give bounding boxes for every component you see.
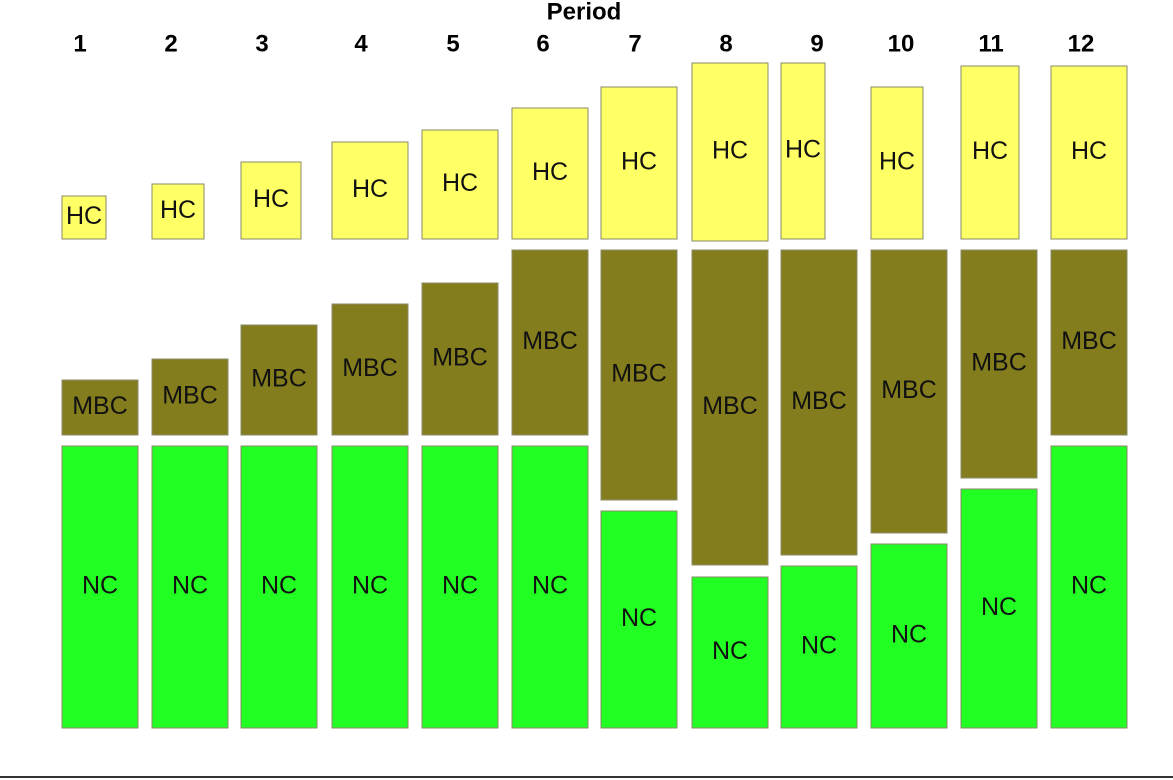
hc-block <box>600 86 678 240</box>
mbc-block <box>960 249 1038 479</box>
hc-block <box>331 141 409 240</box>
nc-label: NC <box>172 572 208 600</box>
nc-label: NC <box>261 572 297 600</box>
nc-block <box>780 565 858 729</box>
mbc-block <box>511 249 589 436</box>
hc-block <box>960 65 1020 240</box>
nc-label: NC <box>801 632 837 660</box>
mbc-block <box>421 282 499 436</box>
mbc-label: MBC <box>342 354 398 382</box>
nc-block <box>870 543 948 729</box>
mbc-label: MBC <box>162 382 218 410</box>
period-label: 10 <box>888 30 915 57</box>
mbc-label: MBC <box>432 344 488 372</box>
period-label: 2 <box>164 30 177 57</box>
hc-block <box>691 62 769 242</box>
nc-label: NC <box>442 572 478 600</box>
mbc-block <box>780 249 858 556</box>
hc-block <box>151 183 205 240</box>
nc-label: NC <box>621 604 657 632</box>
nc-block <box>600 510 678 729</box>
mbc-label: MBC <box>522 327 578 355</box>
hc-label: HC <box>66 202 102 230</box>
mbc-block <box>240 324 318 436</box>
hc-label: HC <box>160 196 196 224</box>
mbc-block <box>1050 249 1128 436</box>
mbc-label: MBC <box>611 360 667 388</box>
period-label: 5 <box>446 30 459 57</box>
nc-label: NC <box>712 637 748 665</box>
mbc-label: MBC <box>881 376 937 404</box>
period-label: 12 <box>1068 30 1095 57</box>
nc-label: NC <box>82 572 118 600</box>
hc-block <box>870 86 924 240</box>
mbc-label: MBC <box>791 387 847 415</box>
mbc-label: MBC <box>72 392 128 420</box>
mbc-label: MBC <box>702 392 758 420</box>
hc-block <box>421 129 499 240</box>
nc-block <box>511 445 589 729</box>
hc-label: HC <box>785 136 821 164</box>
hc-label: HC <box>532 158 568 186</box>
mbc-block <box>870 249 948 534</box>
nc-block <box>61 445 139 729</box>
mbc-label: MBC <box>971 349 1027 377</box>
nc-label: NC <box>981 593 1017 621</box>
mbc-label: MBC <box>251 365 307 393</box>
diagram-title: Period <box>547 0 622 25</box>
mbc-block <box>151 358 229 436</box>
period-label: 8 <box>719 30 732 57</box>
nc-label: NC <box>532 572 568 600</box>
period-label: 7 <box>628 30 641 57</box>
hc-block <box>780 62 826 240</box>
hc-label: HC <box>972 137 1008 165</box>
period-label: 3 <box>255 30 268 57</box>
nc-block <box>331 445 409 729</box>
hc-label: HC <box>1071 137 1107 165</box>
nc-label: NC <box>891 621 927 649</box>
nc-block <box>691 576 769 729</box>
period-label: 6 <box>536 30 549 57</box>
nc-block <box>240 445 318 729</box>
period-label: 11 <box>978 30 1003 57</box>
mbc-block <box>600 249 678 501</box>
hc-label: HC <box>442 169 478 197</box>
mbc-block <box>331 303 409 436</box>
period-label: 1 <box>73 30 86 57</box>
hc-label: HC <box>621 148 657 176</box>
nc-block <box>960 488 1038 729</box>
nc-block <box>1050 445 1128 729</box>
mbc-block <box>61 379 139 436</box>
mbc-block <box>691 249 769 566</box>
nc-label: NC <box>1071 572 1107 600</box>
hc-label: HC <box>253 185 289 213</box>
mbc-label: MBC <box>1061 327 1117 355</box>
hc-block <box>1050 65 1128 240</box>
hc-block <box>511 107 589 240</box>
nc-block <box>151 445 229 729</box>
hc-label: HC <box>712 137 748 165</box>
hc-block <box>240 161 302 240</box>
nc-label: NC <box>352 572 388 600</box>
period-label: 9 <box>810 30 823 57</box>
nc-block <box>421 445 499 729</box>
hc-label: HC <box>352 175 388 203</box>
hc-label: HC <box>879 148 915 176</box>
hc-block <box>61 195 107 240</box>
period-label: 4 <box>354 30 368 57</box>
